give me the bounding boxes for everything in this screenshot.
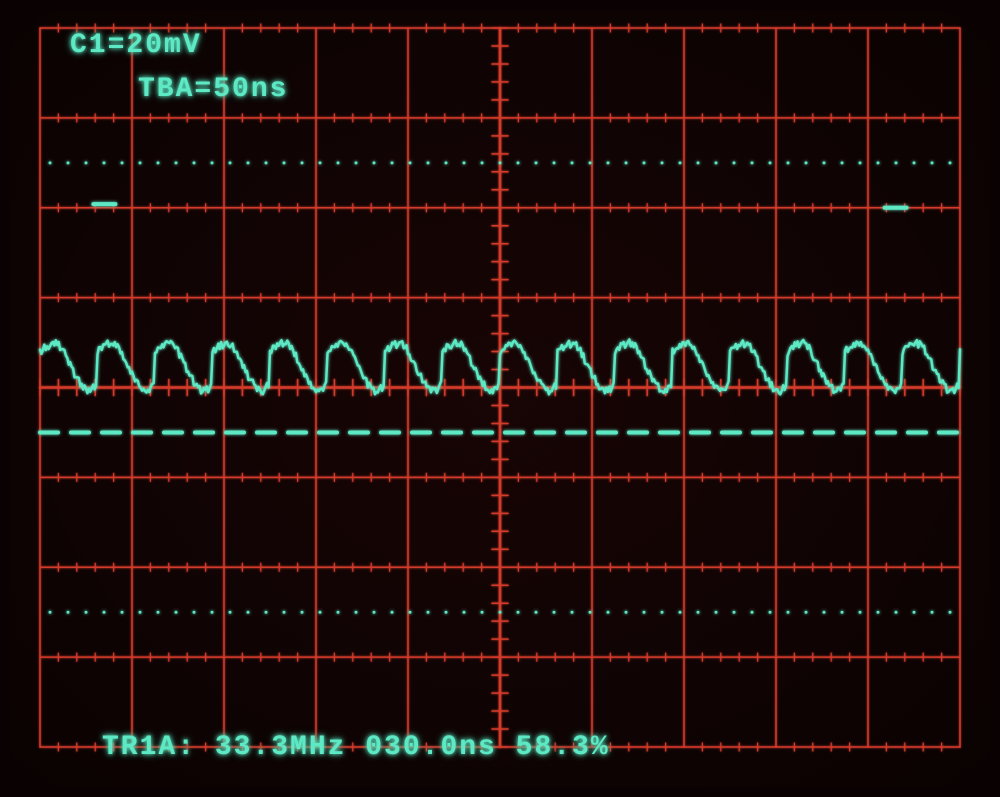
graticule-grid — [40, 24, 960, 751]
channel1-scale-readout: C1=20mV — [70, 30, 202, 61]
scope-canvas — [10, 10, 990, 787]
trigger-readout: TR1A: 33.3MHz 030.0ns 58.3% — [102, 732, 610, 763]
timebase-readout: TBA=50ns — [138, 74, 288, 105]
